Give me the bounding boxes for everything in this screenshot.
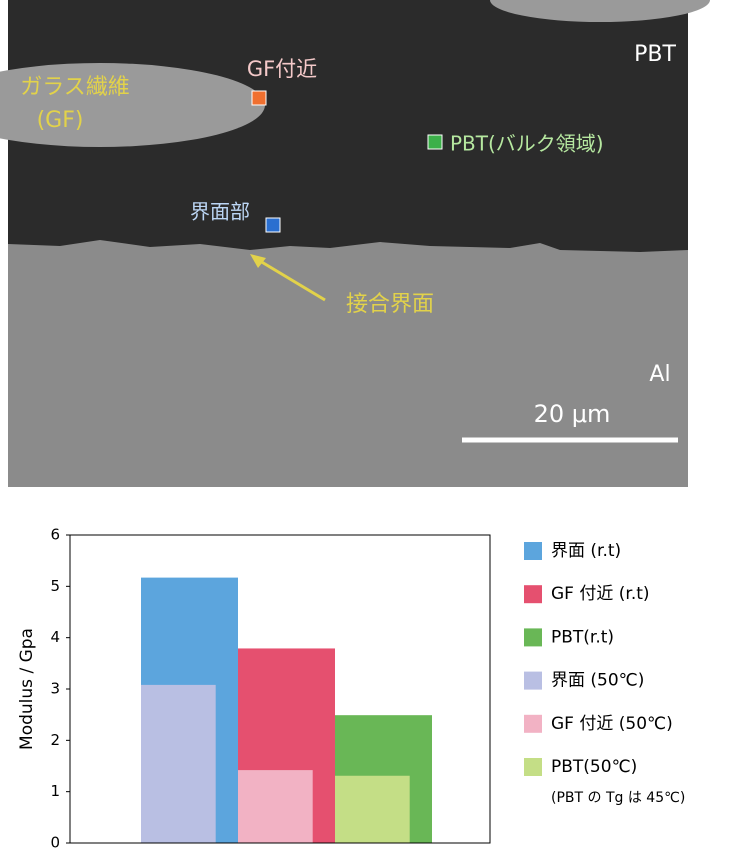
y-axis-label: Modulus / Gpa — [17, 628, 37, 750]
bar — [238, 770, 313, 843]
legend-label: 界面 (r.t) — [551, 541, 621, 561]
marker — [251, 90, 267, 106]
marker — [265, 217, 281, 233]
glass-fiber — [0, 63, 265, 147]
arrow — [254, 256, 326, 302]
plot-frame — [69, 534, 491, 844]
legend-swatch — [524, 758, 542, 776]
label: PBT(バルク領域) — [450, 132, 604, 156]
legend-swatch — [524, 585, 542, 604]
legend-swatch — [524, 542, 542, 560]
legend-swatch — [524, 714, 542, 733]
label: 界面部 — [190, 200, 250, 224]
bar — [141, 684, 216, 843]
y-tick-label: 0 — [50, 834, 60, 852]
label: Al — [649, 362, 670, 387]
note: (PBT の Tg は 45℃) — [551, 790, 685, 806]
y-tick-label: 4 — [50, 628, 60, 646]
legend-label: PBT(r.t) — [551, 627, 614, 647]
arrow-head — [250, 254, 266, 268]
legend-label: GF 付近 (r.t) — [551, 584, 650, 604]
glass-fiber — [490, 0, 710, 22]
label: (GF) — [37, 108, 84, 133]
marker — [427, 134, 443, 150]
y-tick-label: 6 — [50, 526, 60, 544]
y-tick-label: 1 — [50, 782, 60, 800]
y-tick-label: 2 — [50, 731, 60, 749]
label: 接合界面 — [346, 292, 434, 317]
bar — [335, 775, 410, 843]
legend-swatch — [524, 628, 542, 647]
y-tick-label: 5 — [50, 577, 60, 595]
legend-label: 界面 (50℃) — [551, 671, 644, 691]
legend-swatch — [524, 671, 542, 690]
y-tick-label: 3 — [50, 680, 60, 698]
micrograph: PBT ガラス繊維 (GF) GF付近 PBT(バルク領域) 界面部 接合界面 … — [0, 0, 710, 487]
label: ガラス繊維 — [20, 75, 130, 100]
label: PBT — [634, 42, 676, 67]
pbt-region — [8, 0, 688, 252]
scale-label: 20 μm — [534, 400, 611, 428]
legend-label: GF 付近 (50℃) — [551, 714, 673, 734]
label: GF付近 — [247, 57, 317, 81]
legend-label: PBT(50℃) — [551, 757, 637, 777]
